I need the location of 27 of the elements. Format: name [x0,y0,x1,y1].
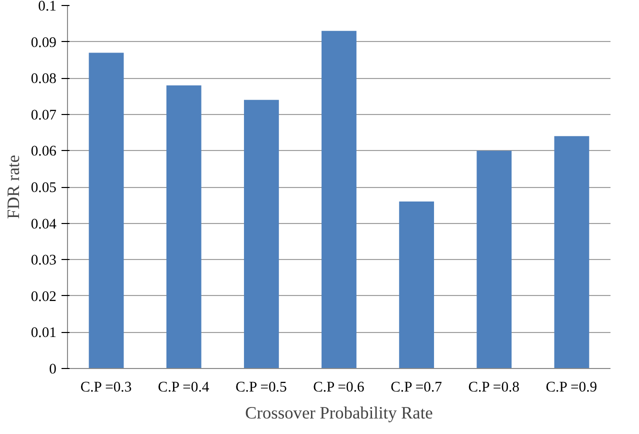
x-tick-label: C.P =0.4 [158,380,210,396]
bar [399,202,434,368]
x-tick-label: C.P =0.8 [468,380,520,396]
y-axis-title: FDR rate [4,154,23,220]
x-tick-label: C.P =0.7 [390,380,442,396]
x-tick-label: C.P =0.3 [80,380,132,396]
x-axis-title: Crossover Probability Rate [245,404,434,422]
x-tick-label: C.P =0.5 [236,380,287,396]
bar [244,100,279,368]
bar [476,150,512,368]
y-tick-label: 0.07 [30,107,57,124]
x-tick-label: C.P =0.9 [546,380,598,396]
y-tick-label: 0.1 [38,0,57,14]
y-tick-label: 0.01 [30,325,57,342]
y-tick-label: 0.08 [30,71,57,88]
bar [88,52,124,368]
bar [166,85,202,368]
y-tick-label: 0.03 [30,252,57,269]
y-tick-label: 0.09 [30,34,57,51]
y-tick-label: 0.05 [30,180,57,196]
y-tick-label: 0.04 [30,216,58,232]
bar [322,30,356,368]
y-tick-label: 0.06 [30,144,57,160]
bar [554,136,590,368]
x-tick-label: C.P =0.6 [313,380,364,396]
y-tick-label: 0.02 [30,288,57,305]
y-tick-label: 0 [49,362,56,378]
